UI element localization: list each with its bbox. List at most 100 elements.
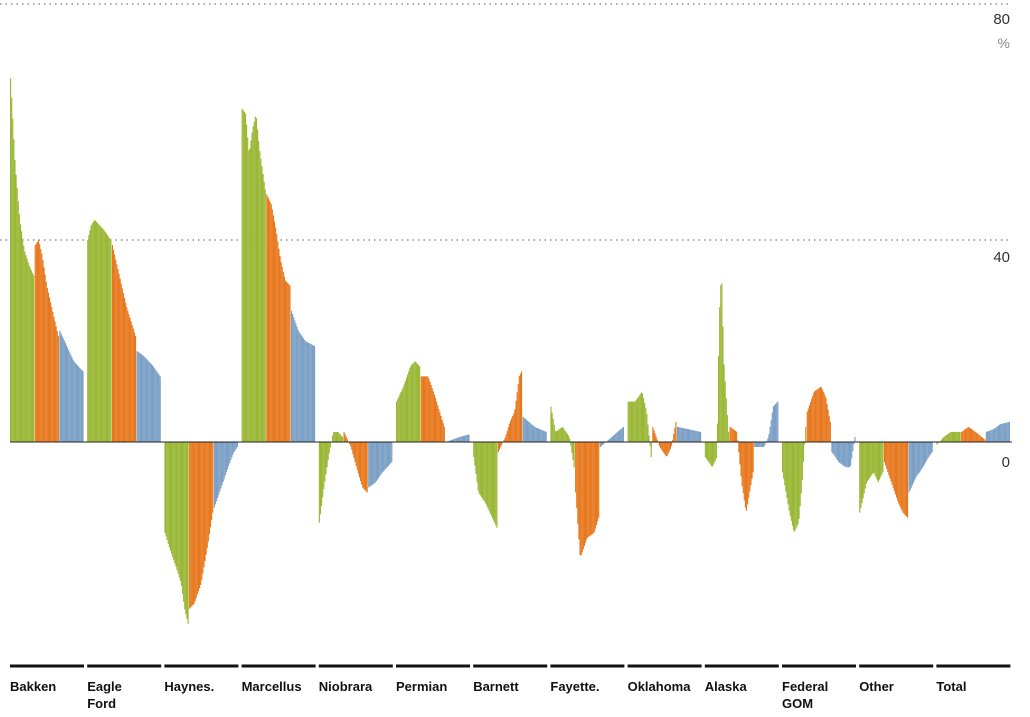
bar-orange	[289, 285, 291, 442]
bar-blue	[608, 439, 610, 442]
bar-orange	[518, 376, 520, 442]
bar-green	[568, 435, 570, 442]
bar-green	[173, 442, 175, 561]
bar-blue	[922, 442, 924, 467]
bar-green	[644, 403, 646, 442]
bar-blue	[837, 442, 840, 462]
bar-orange	[443, 426, 445, 442]
bar-green	[248, 150, 250, 443]
bar-orange	[674, 427, 676, 442]
bar-group-marcellus	[241, 108, 316, 443]
bar-blue	[776, 402, 778, 442]
bar-orange	[48, 297, 51, 442]
bar-group-haynes-	[164, 442, 238, 624]
bar-orange	[117, 269, 119, 442]
bar-orange	[520, 371, 523, 442]
bar-orange	[508, 423, 511, 442]
bar-green	[19, 224, 22, 442]
bar-blue	[686, 429, 688, 442]
bar-orange	[205, 442, 207, 555]
bar-blue	[1004, 423, 1006, 442]
bar-blue	[994, 428, 996, 442]
bar-blue	[997, 425, 999, 442]
bar-orange	[820, 387, 823, 442]
bar-green	[168, 442, 170, 548]
bar-green	[12, 118, 14, 443]
bar-blue	[389, 442, 391, 465]
bar-green	[97, 223, 99, 442]
bar-orange	[897, 442, 899, 501]
bar-blue	[831, 442, 833, 453]
bar-blue	[138, 352, 140, 442]
bar-green	[565, 432, 567, 442]
bar-blue	[144, 356, 146, 442]
bar-blue	[909, 442, 911, 491]
bar-orange	[56, 331, 58, 442]
bar-group-fayette-	[550, 406, 624, 556]
bar-orange	[507, 427, 509, 442]
bar-green	[249, 148, 251, 443]
bar-orange	[354, 442, 356, 462]
bar-green	[262, 174, 264, 443]
bar-orange	[902, 442, 904, 513]
bar-orange	[576, 442, 578, 509]
bar-blue	[764, 442, 766, 446]
bar-blue	[617, 431, 619, 442]
bar-blue	[159, 376, 161, 442]
bar-green	[480, 442, 483, 497]
bar-orange	[421, 376, 423, 442]
bar-orange	[966, 427, 968, 442]
bar-orange	[363, 442, 365, 489]
bar-blue	[930, 442, 932, 454]
bar-orange	[664, 442, 666, 455]
bar-green	[96, 221, 98, 442]
bar-blue	[147, 360, 149, 442]
category-label: GOM	[782, 696, 813, 711]
bar-orange	[817, 388, 819, 442]
bar-green	[799, 442, 801, 507]
bar-blue	[1007, 422, 1009, 442]
bar-green	[488, 442, 490, 512]
bar-blue	[71, 357, 73, 442]
bar-blue	[78, 366, 80, 442]
bar-green	[875, 442, 877, 479]
bar-orange	[887, 442, 889, 472]
bar-green	[943, 437, 945, 442]
bar-green	[255, 118, 258, 443]
bar-blue	[157, 373, 159, 442]
bar-orange	[515, 400, 517, 442]
bar-green	[562, 427, 564, 442]
bar-orange	[47, 292, 50, 442]
bar-green	[650, 442, 652, 458]
bar-green	[319, 442, 322, 515]
bar-orange	[356, 442, 358, 470]
bar-orange	[592, 442, 594, 534]
bar-blue	[228, 442, 230, 467]
bar-orange	[582, 442, 584, 550]
bar-blue	[225, 442, 227, 473]
bar-blue	[82, 371, 84, 442]
bar-blue	[760, 442, 762, 448]
bar-blue	[616, 432, 618, 442]
bar-blue	[839, 442, 841, 463]
bar-orange	[581, 442, 583, 553]
bar-blue	[928, 442, 930, 457]
bar-green	[709, 442, 711, 464]
bar-green	[182, 442, 184, 594]
bar-blue	[155, 369, 157, 442]
bar-orange	[977, 434, 979, 442]
bar-orange	[501, 442, 503, 445]
bar-blue	[293, 317, 295, 442]
bar-green	[864, 442, 866, 489]
bar-green	[707, 442, 709, 461]
bar-blue	[986, 431, 988, 442]
bar-blue	[852, 442, 854, 452]
bar-green	[859, 442, 861, 513]
bar-orange	[733, 430, 736, 442]
bar-orange	[809, 402, 812, 442]
bar-green	[880, 442, 882, 478]
bar-orange	[888, 442, 890, 476]
bar-green	[783, 442, 785, 479]
bar-orange	[973, 430, 975, 442]
bar-orange	[277, 241, 279, 442]
